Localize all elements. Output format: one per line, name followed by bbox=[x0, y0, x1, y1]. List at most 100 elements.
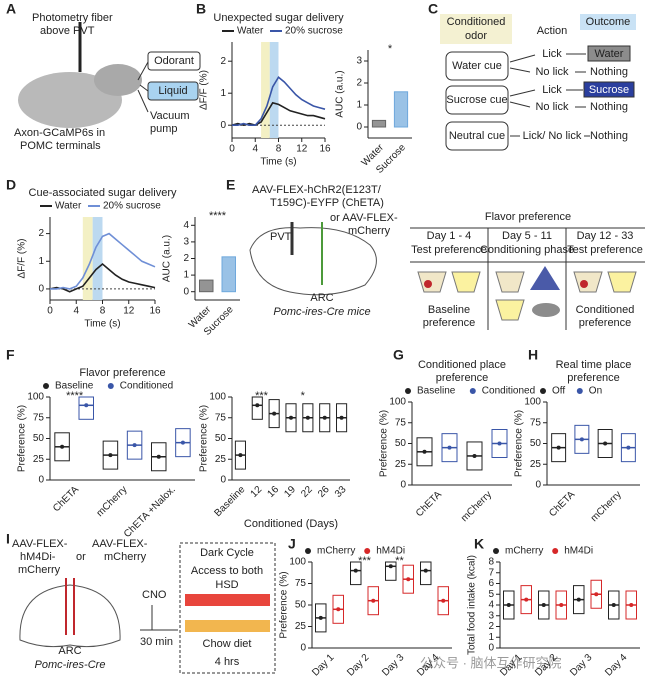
y-tick-label: 7 bbox=[488, 567, 494, 578]
box bbox=[251, 396, 263, 420]
outcome: Nothing bbox=[590, 130, 628, 142]
legend-label: mCherry bbox=[505, 546, 543, 557]
point bbox=[272, 411, 277, 416]
panel-a-diagram: Photometry fiber above PVT Odorant Liqui… bbox=[14, 12, 201, 152]
y-tick-label: 2 bbox=[488, 621, 494, 632]
y-tick-label: 100 bbox=[389, 397, 406, 408]
y-tick-label: 0 bbox=[220, 120, 226, 131]
cue-box bbox=[445, 51, 509, 81]
x-tick-label: 8 bbox=[276, 144, 282, 155]
label: Dark Cycle bbox=[200, 547, 254, 559]
outcome: Water bbox=[595, 48, 624, 60]
y-axis-label: Preference (%) bbox=[379, 410, 390, 477]
legend-label: hM4Di bbox=[564, 546, 593, 557]
y-axis-label: Preference (%) bbox=[514, 410, 525, 477]
cup bbox=[451, 271, 481, 293]
point bbox=[603, 441, 608, 446]
point bbox=[305, 415, 310, 420]
y-tick-label: 4 bbox=[183, 220, 189, 231]
day: Day 5 - 11 bbox=[502, 230, 552, 242]
significance: **** bbox=[209, 210, 227, 222]
liquid-tube bbox=[139, 84, 149, 92]
legend-label: hM4Di bbox=[376, 546, 405, 557]
y-tick-label: 0 bbox=[220, 475, 226, 486]
panel-label: D bbox=[6, 177, 16, 193]
legend-swatch bbox=[364, 548, 371, 554]
label: AAV-FLEX-hChR2(E123T/ bbox=[252, 184, 382, 196]
y-tick-label: 100 bbox=[289, 557, 306, 568]
label: 4 hrs bbox=[215, 656, 240, 668]
label: POMC terminals bbox=[20, 140, 101, 152]
point bbox=[447, 445, 452, 450]
point bbox=[132, 443, 137, 448]
y-tick-label: 0 bbox=[535, 480, 541, 491]
x-tick-label: 8 bbox=[100, 306, 106, 317]
chart-title: Real time place bbox=[556, 359, 632, 371]
outcome: Conditioned bbox=[576, 304, 635, 316]
legend-swatch bbox=[405, 388, 411, 394]
y-tick-label: 3 bbox=[183, 237, 189, 248]
y-axis-label: ΔF/F (%) bbox=[17, 238, 28, 278]
point bbox=[255, 403, 260, 408]
point bbox=[406, 577, 411, 582]
y-tick-label: 50 bbox=[530, 438, 542, 449]
point bbox=[238, 453, 243, 458]
arrow bbox=[509, 89, 536, 97]
legend-label: Baseline bbox=[55, 381, 94, 392]
label: hM4Di- bbox=[20, 551, 56, 563]
point bbox=[371, 598, 376, 603]
arrow bbox=[509, 67, 531, 73]
point bbox=[60, 444, 65, 449]
table-title: Flavor preference bbox=[485, 211, 571, 223]
significance: * bbox=[301, 390, 306, 402]
y-tick-label: 0 bbox=[183, 286, 189, 297]
y-axis-label: AUC (a.u.) bbox=[162, 235, 173, 282]
cue: Water cue bbox=[452, 60, 502, 72]
header: Outcome bbox=[586, 16, 631, 28]
point bbox=[353, 568, 358, 573]
label: Photometry fiber bbox=[32, 12, 113, 24]
y-axis-label: Total food intake (kcal) bbox=[467, 555, 478, 655]
box bbox=[420, 561, 432, 586]
panel-i-diagram: AAV-FLEX- hM4Di- mCherry or AAV-FLEX- mC… bbox=[12, 538, 276, 674]
legend-swatch bbox=[469, 388, 476, 394]
legend-label: Off bbox=[552, 386, 565, 397]
label: Pomc-ires-Cre bbox=[35, 659, 106, 671]
brain-section bbox=[19, 584, 121, 648]
y-tick-label: 50 bbox=[295, 600, 307, 611]
y-tick-label: 75 bbox=[33, 412, 45, 423]
y-tick-label: 50 bbox=[395, 438, 407, 449]
point bbox=[576, 597, 581, 602]
legend-swatch bbox=[576, 388, 583, 394]
label: Access to both bbox=[191, 565, 263, 577]
y-axis-label: Preference (%) bbox=[279, 571, 290, 638]
mouse-head bbox=[94, 64, 142, 96]
label: AAV-FLEX- bbox=[92, 538, 148, 550]
y-tick-label: 3 bbox=[488, 610, 494, 621]
action: Lick bbox=[542, 48, 562, 60]
outcome-box bbox=[587, 45, 631, 62]
x-tick-label: 4 bbox=[252, 144, 258, 155]
action: No lick bbox=[535, 66, 569, 78]
point bbox=[336, 607, 341, 612]
panel-label: H bbox=[528, 347, 538, 363]
chart-title: Conditioned place bbox=[418, 359, 506, 371]
y-tick-label: 0 bbox=[400, 480, 406, 491]
label: or AAV-FLEX- bbox=[330, 212, 398, 224]
legend-swatch bbox=[540, 388, 546, 394]
point bbox=[626, 445, 631, 450]
y-tick-label: 75 bbox=[295, 578, 307, 589]
day: Day 12 - 33 bbox=[577, 230, 634, 242]
hsd-bar bbox=[185, 594, 270, 606]
panel-label: J bbox=[288, 536, 296, 552]
point bbox=[506, 603, 511, 607]
y-tick-label: 1 bbox=[488, 632, 494, 643]
point bbox=[180, 440, 185, 445]
x-tick-label: 16 bbox=[149, 306, 161, 317]
point bbox=[388, 564, 393, 569]
highlight-span bbox=[82, 217, 93, 300]
label: mCherry bbox=[104, 551, 147, 563]
label: Axon-GCaMP6s in bbox=[14, 127, 105, 139]
highlight-span bbox=[261, 42, 270, 138]
y-tick-label: 50 bbox=[33, 433, 45, 444]
